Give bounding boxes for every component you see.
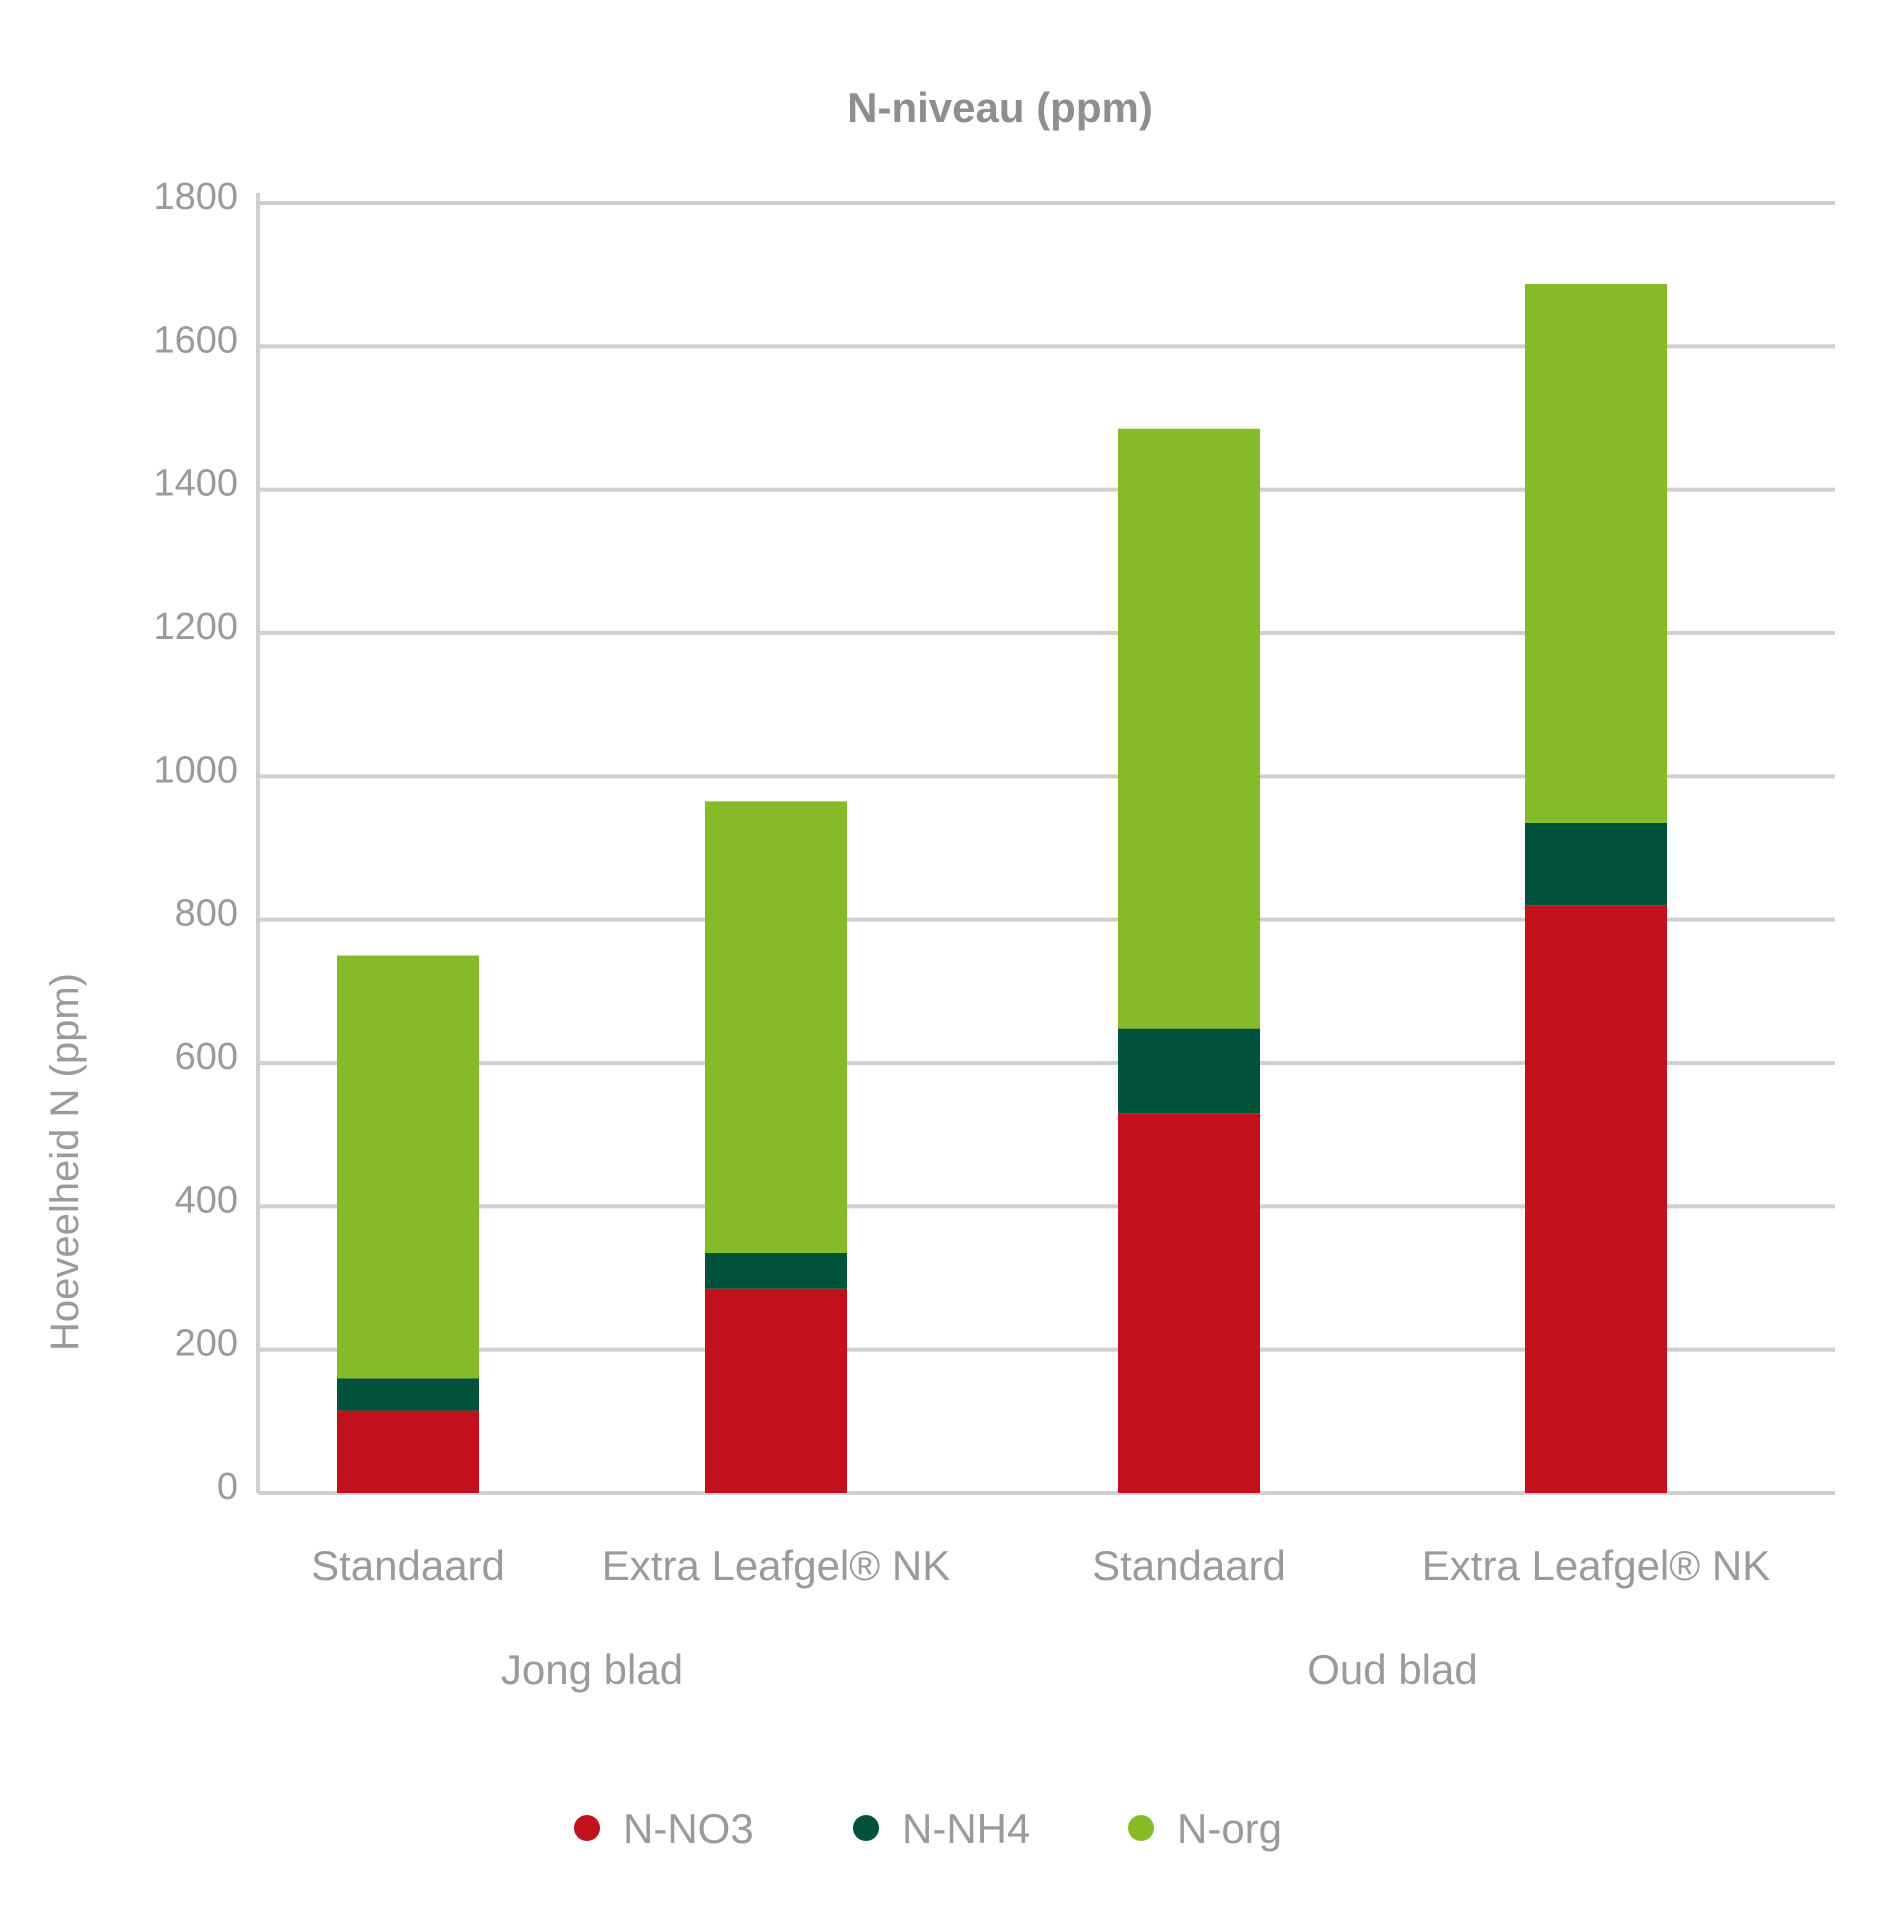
x-category-label: Extra Leafgel® NK <box>1422 1542 1770 1589</box>
legend-label: N-org <box>1177 1805 1282 1852</box>
legend-marker-n-nh4 <box>853 1815 879 1841</box>
bar-segment-n-nh4 <box>337 1378 479 1411</box>
y-tick-label: 1200 <box>153 606 238 648</box>
x-category-label: Standaard <box>311 1542 505 1589</box>
y-tick-label: 1000 <box>153 749 238 791</box>
y-tick-label: 600 <box>175 1036 238 1078</box>
bar-segment-n-org <box>1525 283 1667 823</box>
chart-title: N-niveau (ppm) <box>847 84 1153 131</box>
x-category-labels: Standaard Extra Leafgel® NK Standaard Extra… <box>311 1542 1770 1589</box>
bar-segment-n-nh4 <box>705 1252 847 1289</box>
bar-segment-n-no3 <box>705 1288 847 1493</box>
y-tick-labels: 0 200 400 600 800 1000 1200 1400 1600 1800 <box>153 176 238 1508</box>
bar-segment-n-org <box>705 801 847 1253</box>
bar-segment-n-org <box>337 955 479 1379</box>
y-tick-label: 800 <box>175 893 238 935</box>
bar-segment-n-no3 <box>1118 1113 1260 1493</box>
bar-segment-n-no3 <box>1525 905 1667 1493</box>
y-tick-label: 1800 <box>153 176 238 218</box>
y-tick-label: 1600 <box>153 319 238 361</box>
x-category-label: Extra Leafgel® NK <box>602 1542 950 1589</box>
bar-segment-n-org <box>1118 428 1260 1029</box>
gridlines <box>258 201 1835 1495</box>
legend-marker-n-org <box>1128 1815 1154 1841</box>
legend-marker-n-no3 <box>574 1815 600 1841</box>
y-tick-label: 400 <box>175 1179 238 1221</box>
legend-label: N-NO3 <box>623 1805 754 1852</box>
x-category-label: Standaard <box>1092 1542 1286 1589</box>
y-tick-label: 1400 <box>153 463 238 505</box>
y-tick-label: 200 <box>175 1323 238 1365</box>
x-group-label: Jong blad <box>501 1646 683 1693</box>
y-axis-label: Hoeveelheid N (ppm) <box>43 973 87 1351</box>
bar-segment-n-nh4 <box>1118 1028 1260 1114</box>
bar-segment-n-no3 <box>337 1410 479 1493</box>
bars <box>337 283 1667 1493</box>
x-group-label: Oud blad <box>1307 1646 1477 1693</box>
x-group-labels: Jong blad Oud blad <box>501 1646 1478 1693</box>
legend: N-NO3 N-NH4 N-org <box>574 1805 1282 1852</box>
bar-segment-n-nh4 <box>1525 822 1667 906</box>
y-tick-label: 0 <box>217 1466 238 1508</box>
legend-label: N-NH4 <box>902 1805 1030 1852</box>
